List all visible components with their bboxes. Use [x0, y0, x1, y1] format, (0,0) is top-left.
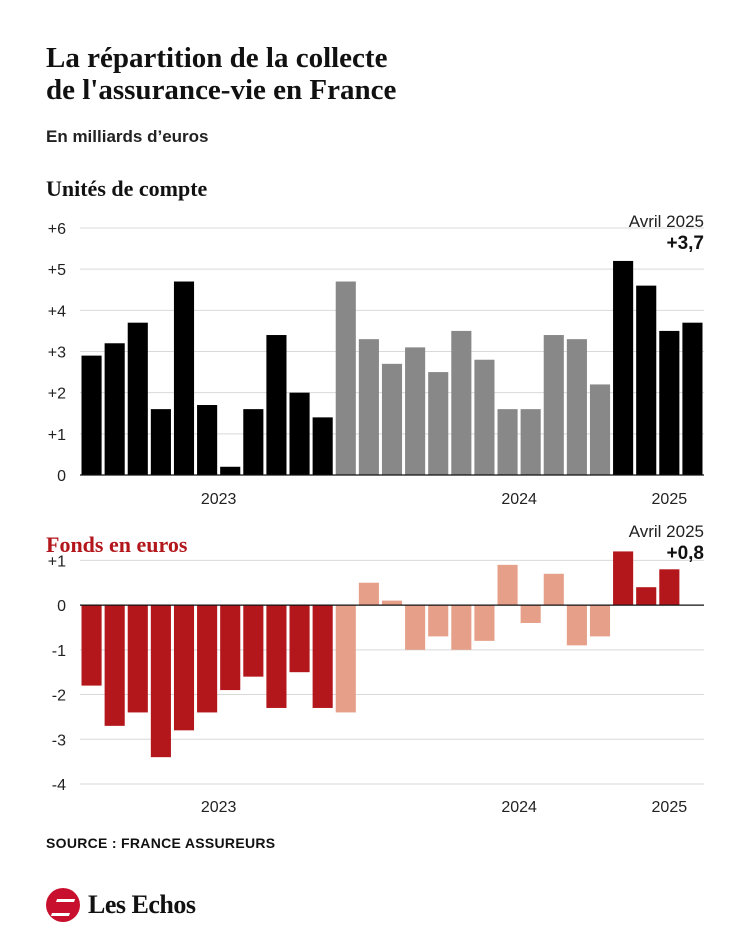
fe-year-label: 2023 [201, 799, 237, 816]
uc-bar [451, 330, 472, 475]
fe-ytick-label: 0 [57, 598, 66, 615]
uc-ytick-label: +4 [48, 303, 66, 320]
fe-bar [173, 605, 195, 731]
fe-bar [381, 600, 403, 606]
fe-bar [243, 605, 264, 677]
fe-bar [266, 605, 287, 708]
logo-text: Les Echos [88, 890, 196, 919]
uc-bar [566, 339, 587, 475]
source-note: SOURCE : FRANCE ASSUREURS [46, 835, 276, 851]
uc-bar [405, 347, 426, 475]
fe-year-label: 2024 [501, 799, 537, 816]
fe-bar [220, 605, 241, 691]
fe-bar [589, 605, 611, 637]
les-echos-logo: Les Echos [46, 888, 196, 922]
uc-bar [682, 322, 703, 475]
title-line-2: de l'assurance-vie en France [46, 74, 397, 106]
uc-bar [127, 322, 148, 475]
fe-bar [497, 564, 518, 606]
uc-bar [335, 281, 356, 475]
uc-annotation-label: Avril 2025 [629, 212, 704, 231]
uc-bar [104, 343, 125, 475]
uc-ytick-label: +6 [48, 221, 66, 238]
chart-title-fonds-en-euros: Fonds en euros [46, 532, 188, 557]
fe-ytick-label: -2 [52, 688, 66, 705]
fe-bar [127, 605, 148, 713]
fe-bar [150, 605, 171, 758]
uc-ytick-label: +5 [48, 262, 66, 279]
uc-ytick-label: +3 [48, 345, 66, 362]
chart-title-unites-de-compte: Unités de compte [46, 176, 208, 201]
fe-bar [81, 605, 102, 686]
fe-bar [636, 587, 657, 606]
uc-bar [381, 363, 403, 475]
fe-bar [358, 582, 379, 606]
fe-annotation-label: Avril 2025 [629, 522, 704, 541]
uc-bar [520, 409, 541, 475]
uc-bar [173, 281, 195, 475]
title-line-1: La répartition de la collecte [46, 42, 388, 74]
uc-bar [266, 335, 287, 475]
fe-bar [451, 605, 472, 650]
uc-annotation-value: +3,7 [666, 233, 704, 254]
fe-ytick-label: -1 [52, 643, 66, 660]
uc-bar [289, 392, 310, 475]
fe-ytick-label: -3 [52, 732, 66, 749]
uc-bar [150, 409, 171, 475]
uc-bar [197, 405, 218, 475]
uc-bar [497, 409, 518, 475]
fe-ytick-label: -4 [52, 777, 66, 794]
uc-bar [474, 359, 495, 475]
fe-bar [613, 551, 634, 606]
fe-bar [474, 605, 495, 641]
fe-bar [428, 605, 449, 637]
fe-bar [335, 605, 356, 713]
fe-bar [312, 605, 333, 708]
fe-bar [405, 605, 426, 650]
fe-year-label: 2025 [652, 799, 688, 816]
uc-bar [243, 409, 264, 475]
uc-year-label: 2023 [201, 491, 237, 508]
uc-ytick-label: 0 [57, 468, 66, 485]
uc-bar [312, 417, 333, 475]
fe-bar [104, 605, 125, 726]
uc-year-label: 2025 [652, 491, 688, 508]
uc-bar [81, 355, 102, 475]
uc-bar [636, 285, 657, 475]
uc-ytick-label: +1 [48, 427, 66, 444]
fe-bar [289, 605, 310, 673]
fe-ytick-label: +1 [48, 553, 66, 570]
fe-bar [197, 605, 218, 713]
uc-bar [589, 384, 611, 475]
fe-bar [659, 569, 680, 606]
uc-bar [613, 260, 634, 475]
fe-bar [566, 605, 587, 646]
uc-bar [428, 372, 449, 475]
subtitle: En milliards d’euros [46, 127, 209, 146]
uc-bar [220, 466, 241, 475]
les-echos-logo-icon [46, 888, 80, 922]
fe-bar [543, 573, 564, 606]
fe-bar [520, 605, 541, 623]
uc-bar [659, 330, 680, 475]
page-title: La répartition de la collecte de l'assur… [46, 42, 706, 106]
uc-year-label: 2024 [501, 491, 537, 508]
uc-ytick-label: +2 [48, 386, 66, 403]
uc-bar [543, 335, 564, 475]
uc-bar [358, 339, 379, 475]
fe-annotation-value: +0,8 [666, 543, 704, 564]
